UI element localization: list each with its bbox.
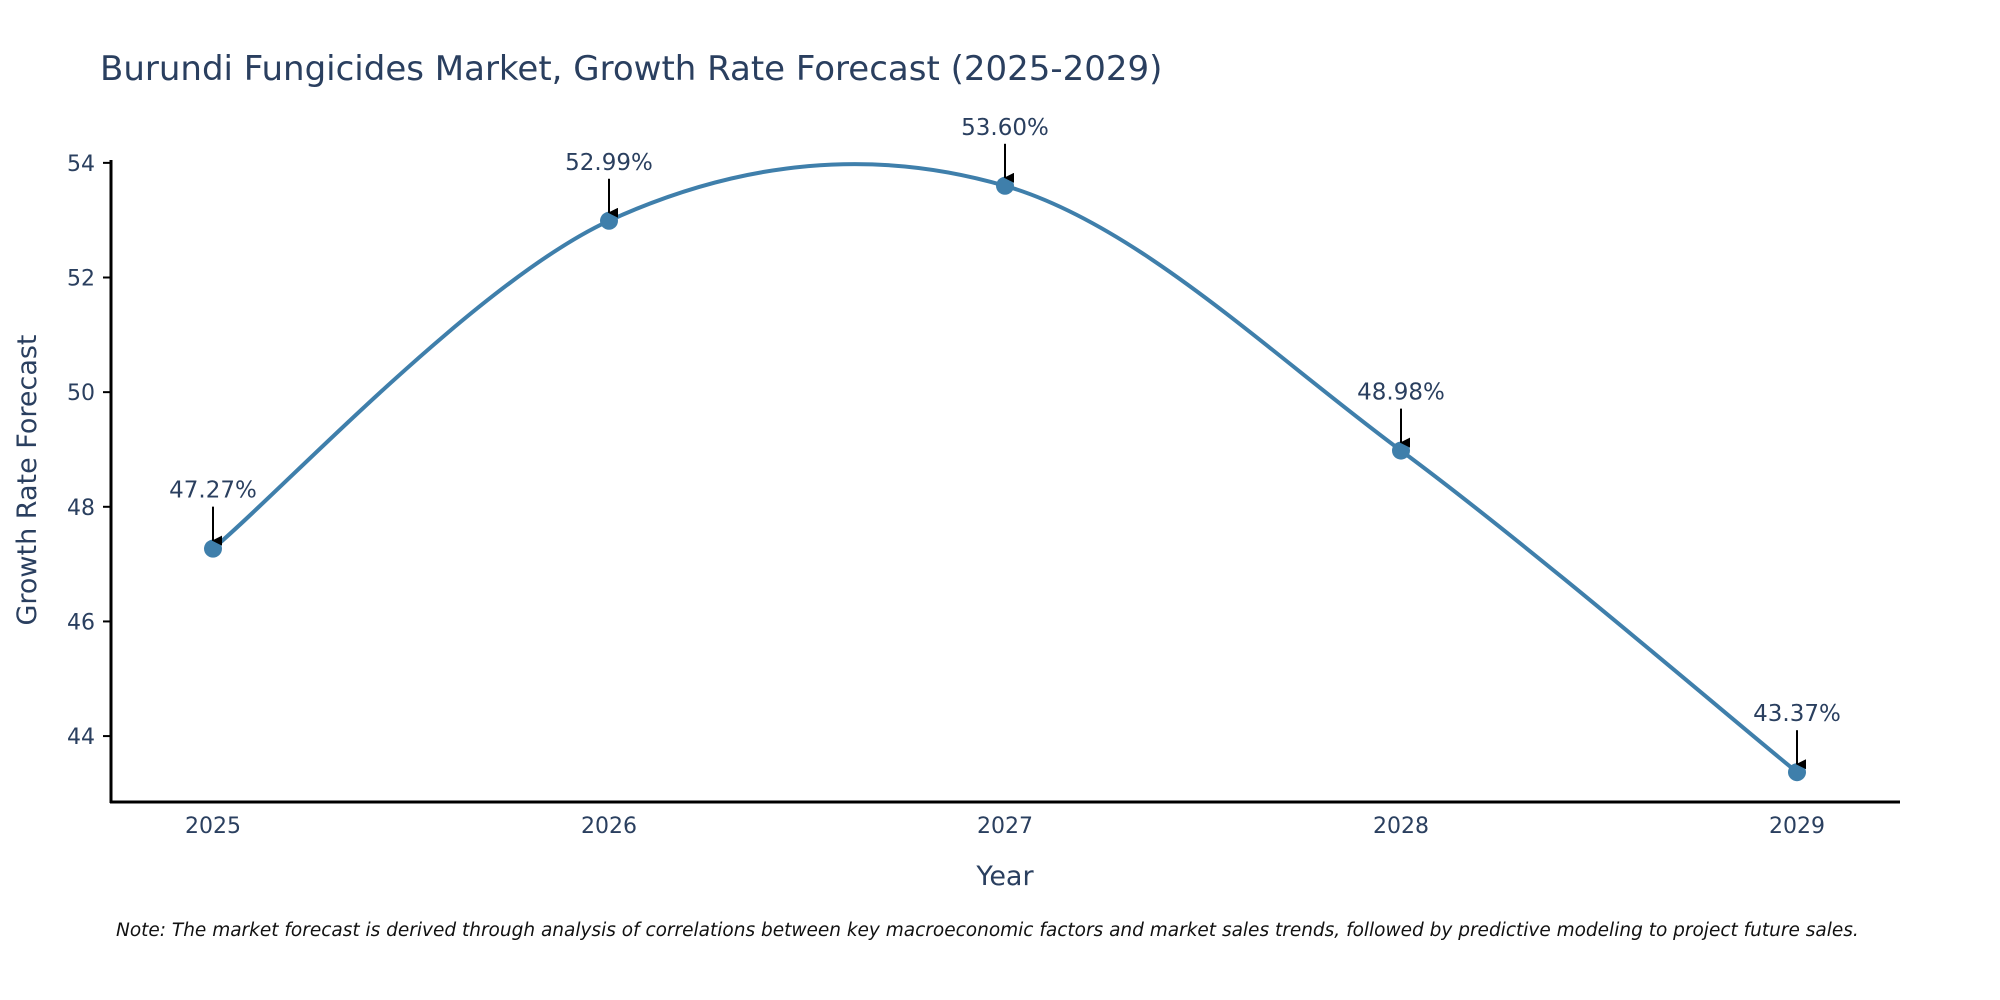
y-ticks: 44 46 48 50 52 54 bbox=[67, 152, 111, 750]
chart-title: Burundi Fungicides Market, Growth Rate F… bbox=[100, 49, 1162, 89]
y-axis-title: Growth Rate Forecast bbox=[12, 334, 43, 625]
y-tick-label: 50 bbox=[67, 381, 95, 406]
x-tick-label: 2025 bbox=[185, 814, 241, 839]
y-tick-label: 44 bbox=[67, 725, 95, 750]
data-annotations: 47.27% 52.99% 53.60% 48.98% 43.37% bbox=[169, 115, 1841, 770]
x-tick-label: 2027 bbox=[977, 814, 1033, 839]
x-axis-title: Year bbox=[975, 861, 1034, 892]
data-label: 47.27% bbox=[169, 478, 257, 504]
data-label: 52.99% bbox=[565, 150, 653, 176]
data-point bbox=[1392, 441, 1410, 460]
data-label: 48.98% bbox=[1357, 380, 1445, 406]
data-point bbox=[600, 211, 618, 230]
data-point bbox=[1788, 763, 1806, 782]
x-ticks: 2025 2026 2027 2028 2029 bbox=[185, 814, 1825, 839]
y-tick-label: 46 bbox=[67, 610, 95, 635]
data-point bbox=[204, 539, 222, 558]
x-tick-label: 2028 bbox=[1373, 814, 1429, 839]
y-tick-label: 54 bbox=[67, 152, 95, 177]
x-tick-label: 2026 bbox=[581, 814, 637, 839]
data-label: 43.37% bbox=[1753, 701, 1841, 727]
footnote: Note: The market forecast is derived thr… bbox=[116, 920, 1859, 941]
y-tick-label: 48 bbox=[67, 496, 95, 521]
data-point bbox=[996, 176, 1014, 195]
x-tick-label: 2029 bbox=[1769, 814, 1825, 839]
data-label: 53.60% bbox=[961, 115, 1049, 141]
y-tick-label: 52 bbox=[67, 267, 95, 292]
series-line bbox=[211, 162, 1799, 774]
data-markers bbox=[204, 176, 1806, 782]
